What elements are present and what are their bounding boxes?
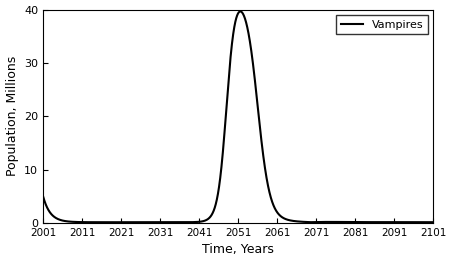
Line: Vampires: Vampires (43, 12, 433, 222)
Vampires (237, 10, 243, 13)
Vampires (294, 220, 299, 223)
Vampires (430, 221, 435, 224)
Vampires (111, 221, 116, 224)
Vampires (189, 221, 194, 224)
Vampires (274, 211, 279, 214)
Vampires (360, 221, 366, 224)
Vampires (40, 195, 46, 198)
Vampires (405, 221, 410, 224)
Legend: Vampires: Vampires (336, 15, 427, 34)
Y-axis label: Population, Millions: Population, Millions (5, 56, 18, 176)
X-axis label: Time, Years: Time, Years (202, 243, 273, 256)
Vampires (331, 220, 336, 223)
